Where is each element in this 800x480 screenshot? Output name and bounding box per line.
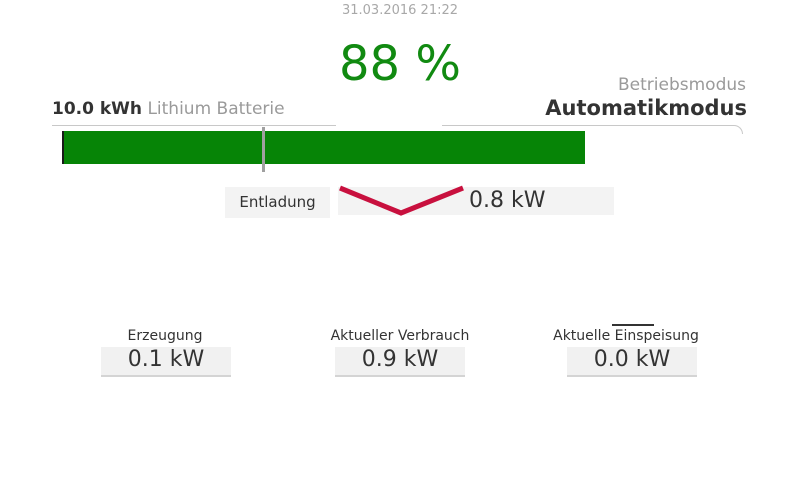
battery-level-bar [62, 131, 656, 164]
consumption-value: 0.9 kW [361, 347, 439, 372]
flow-direction-box [225, 187, 330, 218]
operating-mode-label: Betriebsmodus [618, 75, 746, 95]
timestamp: 31.03.2016 21:22 [341, 3, 459, 18]
battery-level-marker [262, 127, 265, 172]
feed-in-value: 0.0 kW [593, 347, 671, 372]
feed-in-indicator-line [612, 324, 654, 326]
battery-info: 10.0 kWh Lithium Batterie [52, 99, 285, 119]
flow-power-value: 0.8 kW [469, 188, 546, 213]
feed-in-label: Aktuelle Einspeisung [553, 328, 699, 344]
frame-line-left [52, 125, 336, 126]
battery-level-fill [62, 131, 585, 164]
battery-type: Lithium Batterie [147, 99, 285, 119]
generation-label: Erzeugung [127, 328, 203, 344]
discharge-arrow-icon [339, 185, 464, 216]
feed-in-box [567, 347, 697, 375]
consumption-box [335, 347, 465, 375]
state-of-charge: 88 % [339, 36, 461, 92]
battery-capacity: 10.0 kWh [52, 99, 143, 119]
consumption-label: Aktueller Verbrauch [330, 328, 470, 344]
generation-box [101, 347, 231, 375]
operating-mode-value[interactable]: Automatikmodus [545, 96, 747, 120]
generation-value: 0.1 kW [127, 347, 205, 372]
flow-power-box [338, 187, 614, 215]
frame-line-right [442, 125, 734, 126]
frame-corner [728, 125, 743, 134]
flow-direction-label: Entladung [239, 193, 316, 211]
